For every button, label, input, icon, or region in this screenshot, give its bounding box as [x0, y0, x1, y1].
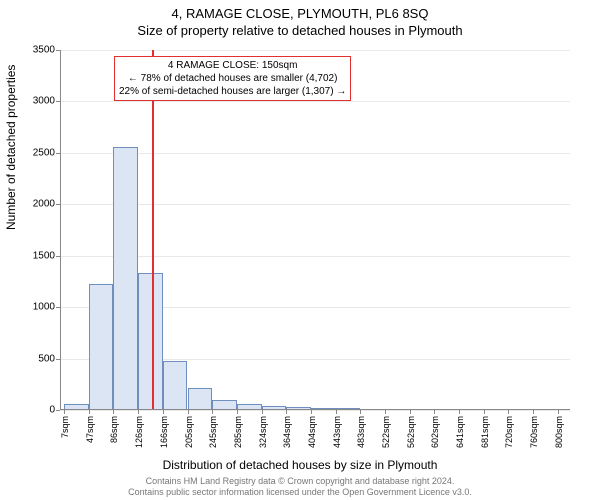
xtick-label: 364sqm: [282, 416, 292, 448]
xtick-mark: [558, 410, 559, 414]
histogram-bar: [138, 273, 163, 410]
ytick-label: 2500: [10, 147, 55, 158]
y-axis: [60, 50, 61, 410]
xtick-label: 681sqm: [480, 416, 490, 448]
xtick-mark: [434, 410, 435, 414]
xtick-label: 562sqm: [406, 416, 416, 448]
xtick-mark: [237, 410, 238, 414]
histogram-bar: [163, 361, 187, 410]
gridline: [60, 50, 570, 51]
attribution: Contains HM Land Registry data © Crown c…: [0, 476, 600, 498]
xtick-label: 483sqm: [356, 416, 366, 448]
annotation-line: 22% of semi-detached houses are larger (…: [119, 85, 346, 98]
xtick-label: 126sqm: [134, 416, 144, 448]
ytick-label: 3000: [10, 96, 55, 107]
histogram-bar: [188, 388, 213, 410]
ytick-label: 3500: [10, 45, 55, 56]
gridline: [60, 101, 570, 102]
annotation-line: ← 78% of detached houses are smaller (4,…: [119, 72, 346, 85]
xtick-label: 720sqm: [504, 416, 514, 448]
ytick-label: 500: [10, 353, 55, 364]
xtick-label: 166sqm: [159, 416, 169, 448]
xtick-label: 285sqm: [233, 416, 243, 448]
xtick-mark: [311, 410, 312, 414]
xtick-label: 245sqm: [208, 416, 218, 448]
xtick-mark: [508, 410, 509, 414]
reference-line: [152, 50, 154, 410]
attribution-line-2: Contains public sector information licen…: [0, 487, 600, 498]
xtick-mark: [533, 410, 534, 414]
annotation-line: 4 RAMAGE CLOSE: 150sqm: [119, 59, 346, 72]
ytick-label: 2000: [10, 199, 55, 210]
histogram-bar: [113, 147, 138, 410]
page-title-1: 4, RAMAGE CLOSE, PLYMOUTH, PL6 8SQ: [0, 0, 600, 21]
xtick-mark: [89, 410, 90, 414]
xtick-label: 324sqm: [258, 416, 268, 448]
xtick-label: 404sqm: [307, 416, 317, 448]
xtick-mark: [360, 410, 361, 414]
xtick-mark: [336, 410, 337, 414]
plot-area: 7sqm47sqm86sqm126sqm166sqm205sqm245sqm28…: [60, 50, 570, 410]
xtick-label: 602sqm: [430, 416, 440, 448]
ytick-mark: [56, 410, 60, 411]
xtick-mark: [459, 410, 460, 414]
xtick-mark: [188, 410, 189, 414]
xtick-mark: [138, 410, 139, 414]
xtick-mark: [64, 410, 65, 414]
xtick-label: 800sqm: [554, 416, 564, 448]
xtick-label: 522sqm: [381, 416, 391, 448]
xtick-mark: [410, 410, 411, 414]
histogram-bar: [89, 284, 113, 411]
xtick-label: 641sqm: [455, 416, 465, 448]
xtick-label: 443sqm: [332, 416, 342, 448]
xtick-mark: [385, 410, 386, 414]
annotation-box: 4 RAMAGE CLOSE: 150sqm← 78% of detached …: [114, 56, 351, 101]
xtick-label: 205sqm: [184, 416, 194, 448]
ytick-label: 1000: [10, 302, 55, 313]
x-axis: [60, 409, 570, 410]
x-axis-label: Distribution of detached houses by size …: [0, 458, 600, 472]
xtick-mark: [484, 410, 485, 414]
page-title-2: Size of property relative to detached ho…: [0, 21, 600, 38]
xtick-label: 86sqm: [109, 416, 119, 443]
ytick-label: 0: [10, 405, 55, 416]
chart-container: 4, RAMAGE CLOSE, PLYMOUTH, PL6 8SQ Size …: [0, 0, 600, 500]
xtick-label: 7sqm: [60, 416, 70, 438]
xtick-mark: [212, 410, 213, 414]
xtick-mark: [286, 410, 287, 414]
gridline: [60, 410, 570, 411]
xtick-mark: [113, 410, 114, 414]
attribution-line-1: Contains HM Land Registry data © Crown c…: [0, 476, 600, 487]
ytick-label: 1500: [10, 250, 55, 261]
xtick-mark: [262, 410, 263, 414]
xtick-label: 760sqm: [529, 416, 539, 448]
xtick-mark: [163, 410, 164, 414]
xtick-label: 47sqm: [85, 416, 95, 443]
